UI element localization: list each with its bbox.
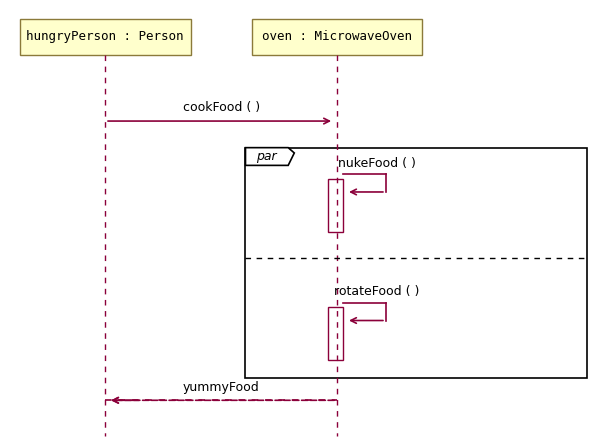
Bar — [251, 19, 422, 54]
Text: cookFood ( ): cookFood ( ) — [183, 101, 260, 115]
Text: par: par — [256, 150, 277, 163]
Bar — [20, 19, 191, 54]
Bar — [245, 148, 587, 378]
Polygon shape — [245, 148, 294, 165]
Text: nukeFood ( ): nukeFood ( ) — [338, 157, 416, 170]
Text: oven : MicrowaveOven: oven : MicrowaveOven — [262, 30, 412, 43]
Bar — [328, 179, 343, 232]
Text: hungryPerson : Person: hungryPerson : Person — [26, 30, 184, 43]
Text: rotateFood ( ): rotateFood ( ) — [334, 285, 419, 298]
Text: yummyFood: yummyFood — [183, 380, 259, 394]
Bar — [328, 307, 343, 360]
